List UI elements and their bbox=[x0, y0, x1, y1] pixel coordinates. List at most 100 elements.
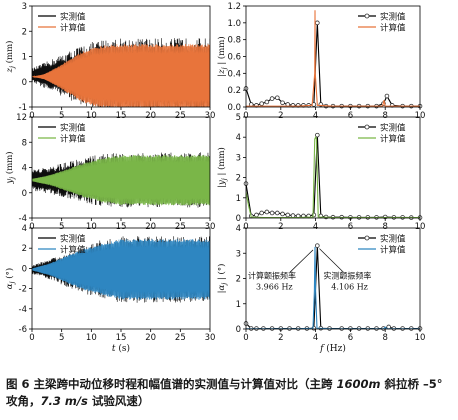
caption-lead: 图 6 主梁跨中动位移时程和幅值谱的实测值与计算值对比（主跨 bbox=[6, 377, 337, 391]
data-point-marker bbox=[315, 243, 320, 248]
x-tick-label: 8 bbox=[382, 333, 387, 343]
caption-tail: 试验风速） bbox=[87, 394, 150, 408]
legend-label: 实测值 bbox=[380, 234, 406, 245]
y-tick-label: 3 bbox=[22, 2, 27, 12]
legend-marker bbox=[364, 235, 370, 241]
series-line-计算值 bbox=[32, 154, 210, 206]
data-point-marker bbox=[290, 213, 296, 218]
legend-label: 实测值 bbox=[60, 123, 86, 134]
annotation-arrow bbox=[289, 249, 314, 273]
legend-label: 实测值 bbox=[60, 12, 86, 23]
x-tick-label: 5 bbox=[59, 111, 64, 121]
caption-angle: –5° bbox=[423, 377, 443, 391]
y-tick-label: 3 bbox=[236, 249, 241, 259]
x-tick-label: 10 bbox=[415, 333, 426, 343]
y-tick-label: 0 bbox=[236, 214, 241, 224]
legend-label: 实测值 bbox=[380, 12, 406, 23]
y-axis-label: zj (mm) bbox=[4, 41, 16, 74]
legend-label: 计算值 bbox=[380, 134, 406, 145]
x-tick-label: 10 bbox=[86, 111, 97, 121]
data-point-marker bbox=[275, 95, 280, 101]
x-tick-label: 10 bbox=[415, 222, 426, 232]
y-tick-label: 2 bbox=[236, 174, 241, 184]
annotation-value: 4.106 Hz bbox=[331, 283, 368, 292]
series-line-实测值 bbox=[246, 135, 420, 218]
x-tick-label: 6 bbox=[348, 222, 353, 232]
x-tick-label: 8 bbox=[382, 222, 387, 232]
y-axis-label: |zj | (mm) bbox=[216, 36, 228, 76]
x-axis-label: f (Hz) bbox=[319, 343, 346, 354]
x-tick-label: 20 bbox=[145, 333, 156, 343]
annotation-arrow bbox=[319, 248, 344, 273]
y-tick-label: 2 bbox=[22, 27, 27, 37]
data-point-marker bbox=[269, 96, 275, 101]
data-point-marker bbox=[315, 20, 320, 26]
x-tick-label: 30 bbox=[205, 333, 216, 343]
data-point-marker bbox=[285, 212, 291, 218]
annotation-value: 3.966 Hz bbox=[256, 283, 293, 292]
x-tick-label: 30 bbox=[205, 111, 216, 121]
y-tick-label: 2 bbox=[22, 244, 27, 254]
y-tick-label: 0.4 bbox=[227, 69, 241, 79]
x-tick-label: 0 bbox=[243, 222, 248, 232]
y-tick-label: 0 bbox=[22, 78, 27, 88]
data-point-marker bbox=[384, 93, 390, 99]
x-tick-label: 10 bbox=[86, 333, 97, 343]
x-tick-label: 4 bbox=[313, 222, 318, 232]
x-tick-label: 10 bbox=[86, 222, 97, 232]
x-tick-label: 5 bbox=[59, 333, 64, 343]
x-tick-label: 4 bbox=[313, 333, 318, 343]
y-tick-label: 0 bbox=[236, 325, 241, 335]
y-tick-label: 3 bbox=[236, 153, 241, 163]
data-point-marker bbox=[264, 99, 270, 105]
y-tick-label: 2 bbox=[236, 275, 241, 285]
legend-label: 计算值 bbox=[60, 134, 86, 145]
x-tick-label: 15 bbox=[116, 333, 127, 343]
data-point-marker bbox=[259, 210, 264, 216]
y-tick-label: 1 bbox=[22, 53, 27, 63]
y-tick-label: 0 bbox=[22, 264, 27, 274]
x-tick-label: 20 bbox=[145, 111, 156, 121]
series-line-计算值 bbox=[32, 239, 210, 300]
caption-span: 1600m bbox=[336, 377, 381, 391]
x-tick-label: 0 bbox=[29, 333, 34, 343]
series-line-计算值 bbox=[246, 135, 420, 218]
x-tick-label: 25 bbox=[175, 111, 186, 121]
series-line-计算值 bbox=[246, 10, 420, 107]
y-tick-label: 0.6 bbox=[227, 53, 241, 63]
y-tick-label: 12 bbox=[16, 113, 27, 123]
legend-label: 实测值 bbox=[380, 123, 406, 134]
x-tick-label: 15 bbox=[116, 222, 127, 232]
x-tick-label: 0 bbox=[29, 222, 34, 232]
x-tick-label: 2 bbox=[278, 333, 283, 343]
caption-speed: 7.3 m/s bbox=[40, 394, 88, 408]
x-tick-label: 0 bbox=[29, 111, 34, 121]
y-tick-label: -4 bbox=[19, 305, 27, 315]
y-tick-label: 0.2 bbox=[227, 86, 241, 96]
y-tick-label: 1.0 bbox=[227, 19, 241, 29]
x-tick-label: 2 bbox=[278, 111, 283, 121]
legend-label: 实测值 bbox=[60, 234, 86, 245]
y-tick-label: -1 bbox=[19, 103, 27, 113]
data-point-marker bbox=[275, 210, 280, 216]
y-tick-label: 4 bbox=[22, 164, 27, 174]
legend-marker bbox=[364, 124, 370, 130]
annotation-label: 实测颤振频率 bbox=[323, 271, 371, 281]
series-line-实测值 bbox=[246, 22, 420, 107]
x-tick-label: 6 bbox=[348, 111, 353, 121]
legend-label: 计算值 bbox=[60, 23, 86, 34]
x-tick-label: 8 bbox=[382, 111, 387, 121]
y-tick-label: 0.0 bbox=[227, 103, 241, 113]
data-point-marker bbox=[264, 209, 270, 215]
x-tick-label: 30 bbox=[205, 222, 216, 232]
figure-caption: 图 6 主梁跨中动位移时程和幅值谱的实测值与计算值对比（主跨 1600m 斜拉桥… bbox=[6, 376, 454, 410]
data-point-marker bbox=[259, 101, 264, 106]
y-tick-label: 1.2 bbox=[227, 2, 241, 12]
plot-frame bbox=[245, 116, 421, 219]
legend-label: 计算值 bbox=[380, 245, 406, 256]
x-tick-label: 2 bbox=[278, 222, 283, 232]
data-point-marker bbox=[315, 132, 320, 138]
x-tick-label: 0 bbox=[243, 111, 248, 121]
x-tick-label: 20 bbox=[145, 222, 156, 232]
